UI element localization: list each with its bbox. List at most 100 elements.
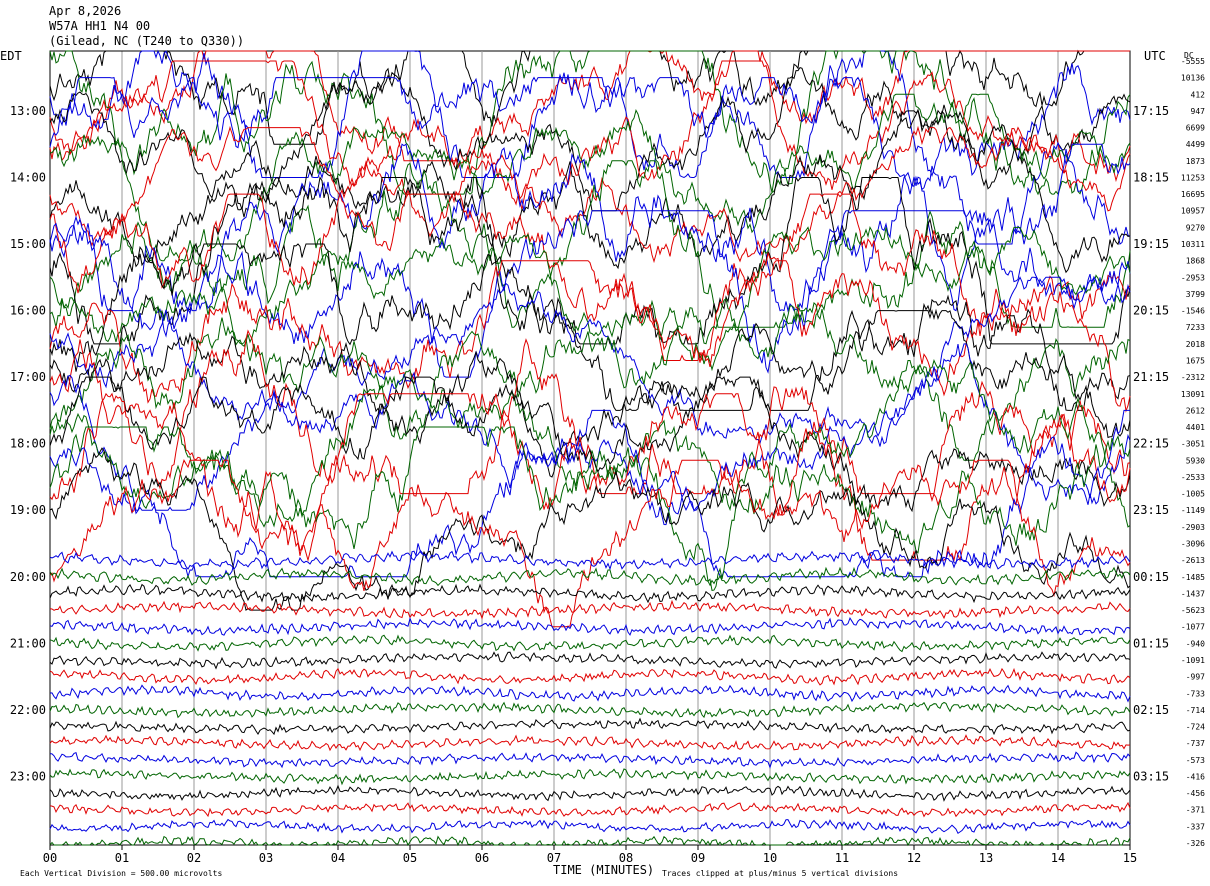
dc-offset-label: -326 — [1186, 839, 1205, 848]
dc-offset-label: 412 — [1191, 90, 1206, 99]
seismic-trace — [49, 50, 1131, 196]
left-hour-label: 15:00 — [10, 237, 46, 251]
x-tick-label: 06 — [475, 851, 489, 865]
dc-offset-label: -997 — [1186, 673, 1205, 682]
dc-offset-label: -940 — [1186, 639, 1205, 648]
seismic-trace — [49, 160, 1131, 330]
right-hour-label: 17:15 — [1133, 104, 1169, 118]
clip-note: Traces clipped at plus/minus 5 vertical … — [662, 869, 898, 878]
seismic-trace — [49, 298, 1131, 461]
dc-offset-label: -2903 — [1181, 523, 1205, 532]
seismic-trace — [49, 583, 1131, 604]
seismic-trace — [49, 93, 1131, 262]
dc-offset-label: 13091 — [1181, 390, 1205, 399]
left-hour-label: 21:00 — [10, 636, 46, 650]
dc-offset-label: 2018 — [1186, 340, 1205, 349]
seismic-trace — [49, 409, 1130, 579]
header-date: Apr 8,2026 — [49, 4, 122, 18]
dc-offset-label: -5555 — [1181, 57, 1205, 66]
dc-offset-label: 1873 — [1186, 157, 1205, 166]
seismic-trace — [49, 566, 1131, 587]
seismic-trace — [49, 717, 1131, 736]
dc-offset-label: -3051 — [1181, 440, 1205, 449]
seismic-trace — [49, 143, 1131, 313]
dc-offset-label: -2533 — [1181, 473, 1205, 482]
seismic-trace — [49, 459, 1131, 628]
seismic-trace — [49, 447, 1131, 611]
x-tick-label: 15 — [1123, 851, 1137, 865]
dc-offset-label: -456 — [1186, 789, 1205, 798]
seismic-trace — [49, 226, 1131, 372]
right-hour-label: 01:15 — [1133, 636, 1169, 650]
x-tick-label: 00 — [43, 851, 57, 865]
dc-offset-label: 10136 — [1181, 74, 1205, 83]
x-tick-label: 07 — [547, 851, 561, 865]
seismic-trace — [49, 376, 1131, 513]
dc-offset-label: -1091 — [1181, 656, 1205, 665]
seismic-trace — [49, 751, 1131, 769]
dc-offset-label: -2953 — [1181, 273, 1205, 282]
seismic-trace — [49, 125, 1131, 264]
seismic-trace — [49, 276, 1131, 445]
dc-offset-label: 1868 — [1186, 257, 1205, 266]
dc-offset-label: 5930 — [1186, 456, 1205, 465]
seismic-trace — [49, 76, 1131, 245]
dc-offset-label: -737 — [1186, 739, 1205, 748]
right-axis-title: UTC — [1144, 49, 1166, 63]
seismic-trace — [49, 60, 1131, 210]
left-hour-label: 17:00 — [10, 370, 46, 384]
right-hour-label: 00:15 — [1133, 570, 1169, 584]
dc-offset-label: 2612 — [1186, 406, 1205, 415]
dc-offset-label: -2312 — [1181, 373, 1205, 382]
dc-offset-label: -3096 — [1181, 540, 1205, 549]
x-tick-label: 05 — [403, 851, 417, 865]
seismic-trace — [49, 818, 1131, 835]
dc-offset-label: 7233 — [1186, 323, 1205, 332]
seismic-trace — [49, 209, 1131, 378]
dc-offset-label: -733 — [1186, 689, 1205, 698]
seismic-trace — [49, 667, 1131, 686]
x-tick-label: 02 — [187, 851, 201, 865]
right-hour-label: 23:15 — [1133, 503, 1169, 517]
seismic-trace — [49, 684, 1131, 703]
dc-offset-label: 11253 — [1181, 173, 1205, 182]
seismic-trace — [49, 343, 1131, 511]
seismic-trace — [49, 768, 1131, 786]
dc-offset-label: 3799 — [1186, 290, 1205, 299]
x-tick-label: 04 — [331, 851, 345, 865]
x-axis-title: TIME (MINUTES) — [553, 863, 654, 877]
seismic-trace — [49, 392, 1131, 563]
header-location: (Gilead, NC (T240 to Q330)) — [49, 34, 245, 48]
right-hour-label: 19:15 — [1133, 237, 1169, 251]
right-hour-label: 18:15 — [1133, 170, 1169, 184]
dc-offset-label: -371 — [1186, 806, 1205, 815]
right-hour-label: 02:15 — [1133, 703, 1169, 717]
left-hour-label: 20:00 — [10, 570, 46, 584]
seismic-trace — [49, 329, 1131, 496]
seismic-trace — [49, 66, 1131, 212]
right-hour-label: 22:15 — [1133, 437, 1169, 451]
x-tick-label: 11 — [835, 851, 849, 865]
seismic-trace — [49, 192, 1131, 361]
dc-offset-label: 4499 — [1186, 140, 1205, 149]
dc-offset-label: -5623 — [1181, 606, 1205, 615]
seismic-trace — [49, 634, 1131, 653]
dc-offset-label: -416 — [1186, 772, 1205, 781]
dc-offset-label: 4401 — [1186, 423, 1205, 432]
traces — [49, 49, 1131, 847]
dc-offset-label: -1437 — [1181, 589, 1205, 598]
dc-offset-label: -1546 — [1181, 307, 1205, 316]
dc-offset-label: 6699 — [1186, 124, 1205, 133]
dc-offset-label: 1675 — [1186, 356, 1205, 365]
seismic-trace — [49, 599, 1131, 620]
left-hour-label: 18:00 — [10, 437, 46, 451]
dc-offset-label: -573 — [1186, 756, 1205, 765]
seismic-trace — [49, 49, 1131, 180]
dc-offset-label: -1485 — [1181, 573, 1205, 582]
dc-offset-label: -1077 — [1181, 623, 1205, 632]
x-tick-label: 13 — [979, 851, 993, 865]
left-hour-label: 19:00 — [10, 503, 46, 517]
x-tick-label: 14 — [1051, 851, 1065, 865]
seismic-trace — [49, 701, 1131, 719]
